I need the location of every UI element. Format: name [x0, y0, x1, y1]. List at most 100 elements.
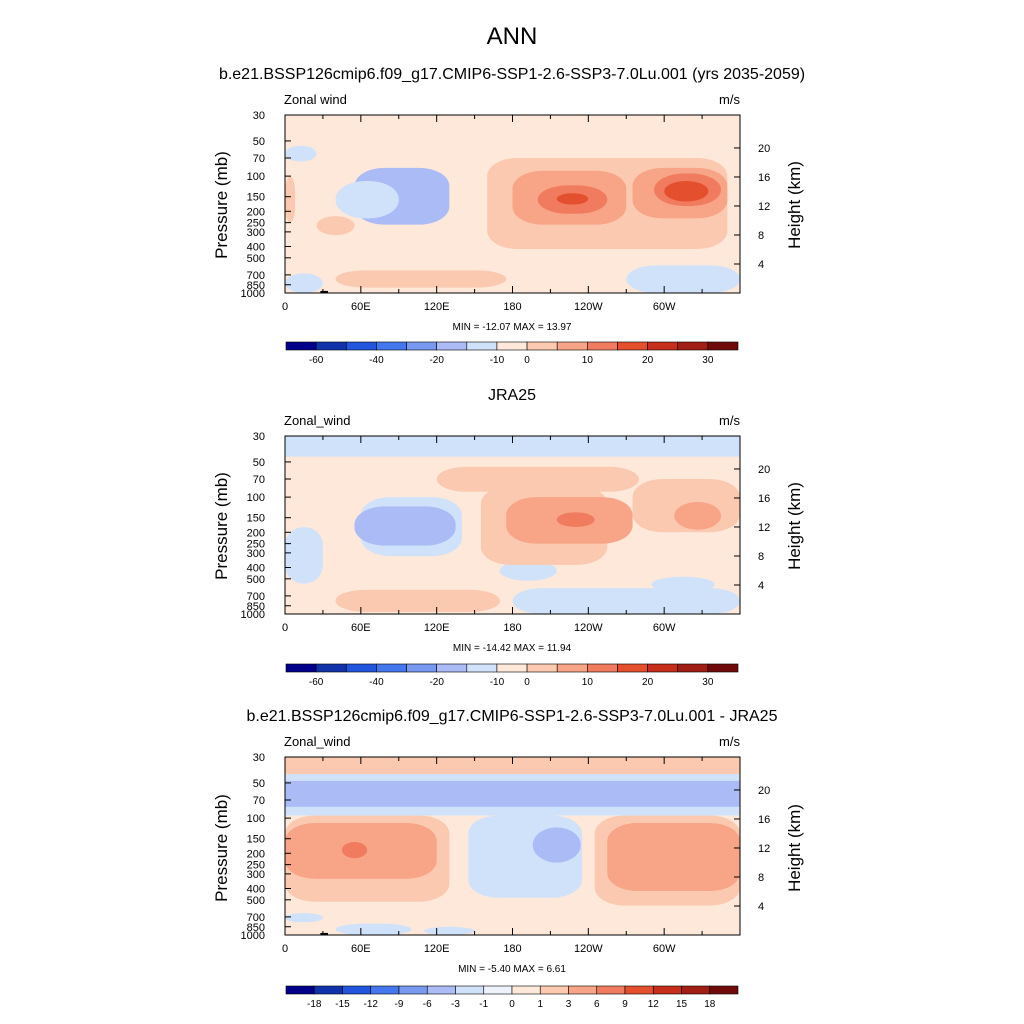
height-tick-label: 20 [758, 464, 770, 476]
y-tick-label: 250 [247, 218, 265, 230]
y-tick-label: 700 [247, 591, 265, 603]
y-tick-label: 250 [247, 539, 265, 551]
height-tick-label: 8 [758, 230, 764, 242]
contour-region [512, 588, 740, 614]
y-tick-label: 150 [247, 192, 265, 204]
colorbar-label: -9 [395, 999, 404, 1010]
height-axis-label: Height (km) [785, 482, 804, 570]
contour-field [285, 115, 740, 293]
height-tick-label: 4 [758, 580, 764, 592]
colorbar: -60 -40 -20 -10 0 10 20 30 [285, 341, 739, 366]
y-tick-label: 70 [253, 795, 265, 807]
colorbar-swatch [285, 663, 317, 673]
colorbar-label: 6 [594, 999, 600, 1010]
colorbar-swatch [568, 985, 598, 995]
colorbar-label: -20 [429, 355, 444, 366]
y-tick-label: 500 [247, 253, 265, 265]
x-tick-label: 120W [574, 943, 603, 955]
panel-obs: JRA25 Zonal_wind m/s Pressure (mb) Heigh… [212, 387, 804, 688]
colorbar-label: 18 [704, 999, 716, 1010]
colorbar-swatch [285, 341, 317, 351]
contour-region [285, 780, 740, 807]
contour-region [285, 526, 323, 584]
panel-title: JRA25 [488, 387, 536, 404]
colorbar-label: 30 [702, 355, 714, 366]
y-tick-label: 50 [253, 778, 265, 790]
y-tick-label: 150 [247, 834, 265, 846]
height-tick-label: 12 [758, 843, 770, 855]
height-tick-label: 4 [758, 901, 764, 913]
colorbar-swatch [496, 663, 528, 673]
colorbar-swatch [596, 985, 626, 995]
y-tick-label: 200 [247, 527, 265, 539]
contour-region [335, 589, 500, 612]
y-tick-label: 100 [247, 813, 265, 825]
y-tick-label: 70 [253, 474, 265, 486]
land-mask [320, 290, 328, 293]
panel-left-label: Zonal_wind [284, 734, 351, 749]
x-tick-label: 180 [503, 301, 521, 313]
y-tick-label: 400 [247, 883, 265, 895]
stats-label: MIN = -14.42 MAX = 11.94 [453, 643, 572, 654]
colorbar-swatch [313, 985, 343, 995]
land-mask [320, 932, 328, 935]
y-tick-label: 30 [253, 431, 265, 443]
y-tick-label: 30 [253, 110, 265, 122]
colorbar-swatch [285, 985, 315, 995]
height-tick-label: 8 [758, 872, 764, 884]
colorbar-swatch [315, 341, 347, 351]
contour-region [499, 560, 557, 581]
x-tick-label: 60E [351, 301, 371, 313]
colorbar-swatch [436, 663, 468, 673]
contour-region [335, 180, 399, 219]
colorbar-swatch [647, 663, 679, 673]
colorbar-swatch [466, 663, 498, 673]
colorbar-swatch [617, 341, 648, 351]
x-tick-label: 0 [282, 943, 288, 955]
pressure-axis-label: Pressure (mb) [212, 151, 231, 259]
contour-region [651, 576, 715, 593]
y-tick-label: 300 [247, 227, 265, 239]
y-tick-label: 1000 [241, 609, 265, 621]
x-tick-label: 120W [574, 301, 603, 313]
colorbar-label: -20 [429, 677, 444, 688]
contour-region [556, 193, 589, 205]
x-tick-label: 120E [424, 943, 450, 955]
colorbar-swatch [426, 985, 456, 995]
colorbar-label: -40 [369, 355, 384, 366]
contour-region [556, 512, 595, 527]
y-tick-label: 700 [247, 270, 265, 282]
y-tick-label: 1000 [241, 288, 265, 300]
y-tick-label: 400 [247, 562, 265, 574]
contour-region [436, 466, 639, 492]
colorbar-swatch [466, 341, 498, 351]
colorbar-swatch [406, 663, 437, 673]
y-tick-label: 300 [247, 869, 265, 881]
height-tick-label: 12 [758, 522, 770, 534]
colorbar-label: -12 [364, 999, 379, 1010]
contour-region [626, 265, 740, 293]
colorbar-label: 3 [566, 999, 572, 1010]
y-tick-label: 850 [247, 280, 265, 292]
colorbar-label: -15 [335, 999, 350, 1010]
colorbar-swatch [556, 341, 588, 351]
contour-region [285, 273, 323, 293]
colorbar-swatch [345, 341, 377, 351]
colorbar-swatch [647, 341, 679, 351]
panel-units-label: m/s [719, 734, 740, 749]
pressure-axis-label: Pressure (mb) [212, 794, 231, 902]
colorbar-label: 0 [524, 677, 530, 688]
colorbar: -18 -15 -12 -9 -6 -3 -1 0 1 3 6 9 12 15 18 [285, 985, 739, 1010]
colorbar-label: 9 [622, 999, 628, 1010]
y-tick-label: 200 [247, 848, 265, 860]
y-tick-label: 250 [247, 860, 265, 872]
colorbar-label: 30 [702, 677, 714, 688]
colorbar-label: -40 [369, 677, 384, 688]
pressure-axis-label: Pressure (mb) [212, 472, 231, 580]
panel-title: b.e21.BSSP126cmip6.f09_g17.CMIP6-SSP1-2.… [247, 708, 778, 725]
colorbar-swatch [707, 341, 739, 351]
contour-region [532, 827, 581, 863]
y-tick-label: 50 [253, 457, 265, 469]
